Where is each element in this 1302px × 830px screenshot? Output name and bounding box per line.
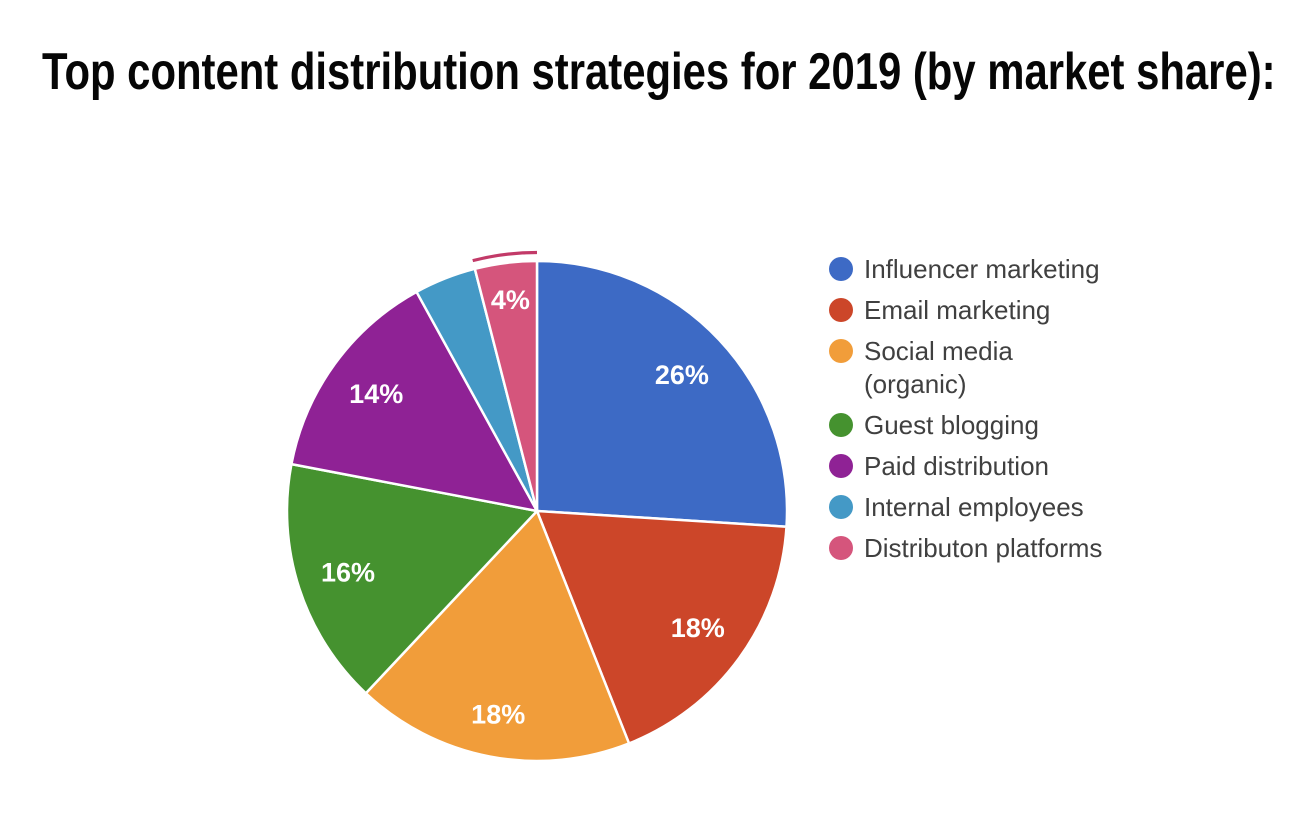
slice-percent-label: 4% xyxy=(491,285,530,315)
slice-percent-label: 18% xyxy=(671,613,725,643)
pie-slice-influencer-marketing[interactable] xyxy=(535,259,789,528)
legend-item-email-marketing[interactable]: Email marketing xyxy=(829,294,1102,327)
selected-slice-ring xyxy=(472,250,538,263)
legend-item-internal-employees[interactable]: Internal employees xyxy=(829,491,1102,524)
legend-item-social-media-organic-[interactable]: Social media (organic) xyxy=(829,335,1102,401)
slice-percent-label: 18% xyxy=(471,699,525,729)
pie-slice-paid-distribution[interactable] xyxy=(290,290,539,513)
legend-item-paid-distribution[interactable]: Paid distribution xyxy=(829,450,1102,483)
legend-item-distributon-platforms[interactable]: Distributon platforms xyxy=(829,532,1102,565)
slice-percent-label: 26% xyxy=(655,360,709,390)
chart-title: Top content distribution strategies for … xyxy=(42,43,1276,101)
legend-label: Email marketing xyxy=(864,294,1051,325)
slice-percent-label: 14% xyxy=(349,379,403,409)
legend-label: Social media (organic) xyxy=(864,335,1013,399)
legend-color-dot xyxy=(829,339,853,364)
pie-slice-guest-blogging[interactable] xyxy=(285,462,539,695)
legend-color-dot xyxy=(829,298,853,323)
legend-color-dot xyxy=(829,454,853,479)
legend-item-influencer-marketing[interactable]: Influencer marketing xyxy=(829,253,1102,286)
legend-color-dot xyxy=(829,257,853,282)
legend-color-dot xyxy=(829,536,853,561)
legend-item-guest-blogging[interactable]: Guest blogging xyxy=(829,409,1102,442)
legend-color-dot xyxy=(829,495,853,520)
pie-slice-email-marketing[interactable] xyxy=(535,509,788,745)
legend-color-dot xyxy=(829,413,853,438)
legend: Influencer marketing Email marketing Socia… xyxy=(829,253,1102,573)
legend-label: Influencer marketing xyxy=(864,253,1100,284)
legend-label: Internal employees xyxy=(864,491,1084,522)
legend-label: Guest blogging xyxy=(864,409,1039,440)
slice-percent-label: 16% xyxy=(321,557,375,587)
pie-slice-social-media-organic-[interactable] xyxy=(364,509,631,763)
legend-label: Distributon platforms xyxy=(864,532,1103,563)
legend-label: Paid distribution xyxy=(864,450,1049,481)
pie-slice-distributon-platforms[interactable] xyxy=(473,259,539,513)
